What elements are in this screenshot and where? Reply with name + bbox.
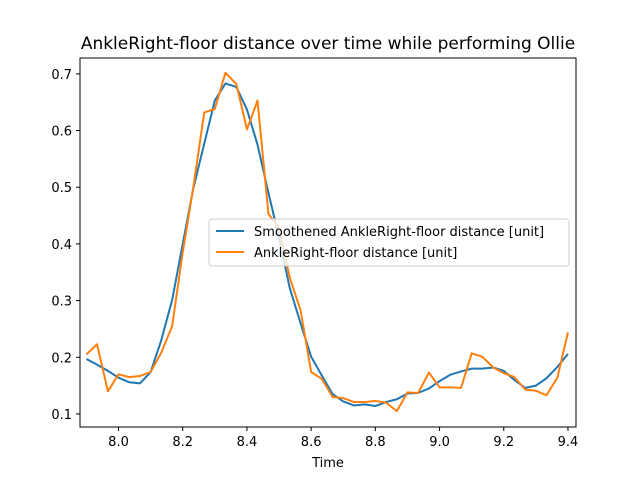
x-tick-label: 9.0 <box>429 435 450 450</box>
x-axis: 8.0 8.2 8.4 8.6 8.8 9.0 9.2 9.4 <box>108 427 578 450</box>
legend-label-smoothened: Smoothened AnkleRight-floor distance [un… <box>254 225 544 240</box>
legend-label-raw: AnkleRight-floor distance [unit] <box>254 246 457 261</box>
y-tick-label: 0.3 <box>51 295 72 310</box>
x-tick-label: 8.4 <box>237 435 258 450</box>
x-tick-label: 9.2 <box>493 435 514 450</box>
x-tick-label: 8.8 <box>365 435 386 450</box>
y-tick-label: 0.5 <box>51 181 72 196</box>
series-line-0 <box>85 82 569 408</box>
x-tick-label: 8.2 <box>172 435 193 450</box>
y-tick-label: 0.4 <box>51 238 72 253</box>
y-tick-label: 0.1 <box>51 408 72 423</box>
y-axis: 0.1 0.2 0.3 0.4 0.5 0.6 0.7 <box>51 68 80 423</box>
x-tick-label: 8.0 <box>108 435 129 450</box>
x-tick-label: 9.4 <box>558 435 579 450</box>
y-tick-label: 0.7 <box>51 68 72 83</box>
legend: Smoothened AnkleRight-floor distance [un… <box>208 218 570 267</box>
axes-frame <box>79 57 577 428</box>
x-axis-label: Time <box>311 456 344 471</box>
series-line-1 <box>85 71 569 413</box>
y-tick-label: 0.6 <box>51 125 72 140</box>
series-lines <box>85 71 569 413</box>
y-tick-label: 0.2 <box>51 351 72 366</box>
legend-box <box>208 218 570 267</box>
chart-title: AnkleRight-floor distance over time whil… <box>81 34 575 54</box>
x-tick-label: 8.6 <box>301 435 322 450</box>
